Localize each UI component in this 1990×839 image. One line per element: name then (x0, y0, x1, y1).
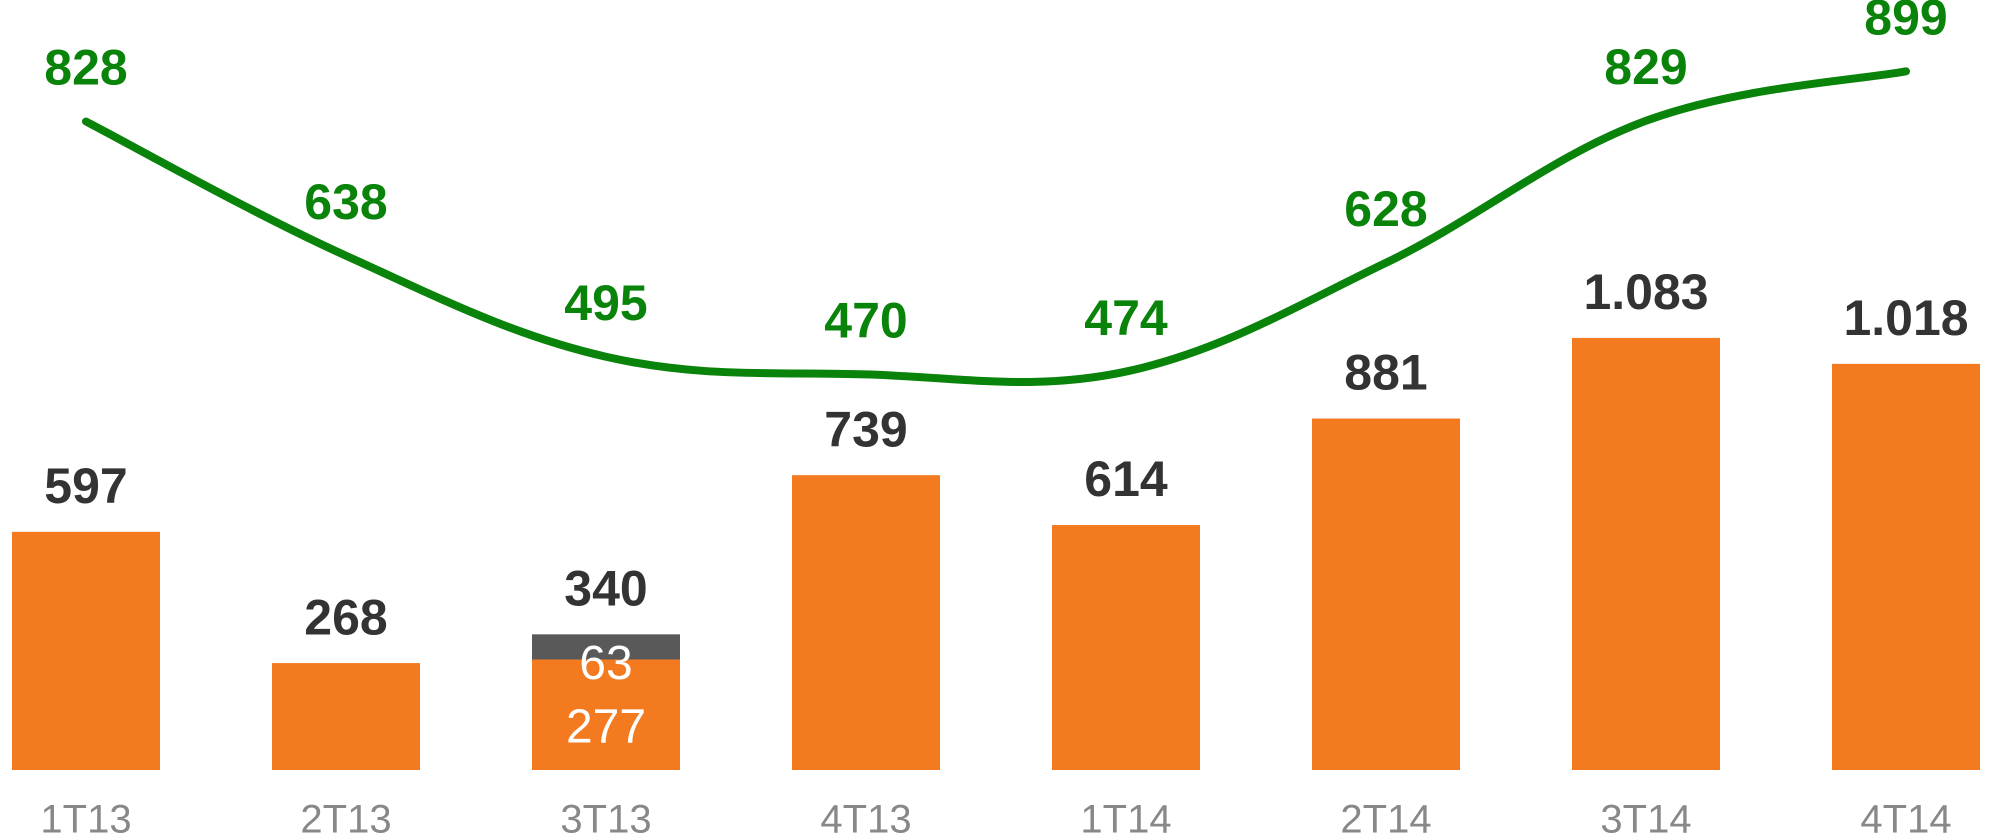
bar-value-label: 739 (824, 401, 907, 457)
bar (1832, 363, 1980, 770)
bar-total-label: 340 (564, 561, 647, 617)
line-value-label: 638 (304, 174, 387, 230)
bar-value-label: 268 (304, 589, 387, 645)
bar (1312, 418, 1460, 770)
bar (532, 659, 680, 770)
bar (272, 663, 420, 770)
line-value-label: 474 (1084, 290, 1168, 346)
bar-value-label: 614 (1084, 451, 1168, 507)
bar-value-label: 1.083 (1583, 264, 1708, 320)
line (82, 67, 1910, 387)
bar (1052, 525, 1200, 770)
bar-inner-label: 63 (579, 637, 632, 690)
line-value-label: 828 (44, 40, 127, 96)
bar (12, 531, 160, 770)
x-tick-label: 1T13 (40, 798, 131, 839)
x-tick-label: 2T14 (1340, 798, 1431, 839)
bar (792, 475, 940, 770)
bar-value-label: 1.018 (1843, 290, 1968, 346)
line-value-label: 495 (564, 275, 647, 331)
x-tick-label: 2T13 (300, 798, 391, 839)
bar (532, 634, 680, 660)
bar-value-label: 597 (44, 458, 127, 514)
bar-value-label: 881 (1344, 345, 1427, 401)
x-tick-label: 3T14 (1600, 798, 1691, 839)
bar (1572, 337, 1720, 770)
x-tick-label: 4T14 (1860, 798, 1951, 839)
line-value-label: 899 (1864, 0, 1947, 46)
x-tick-label: 1T14 (1080, 798, 1171, 839)
x-tick-label: 4T13 (820, 798, 911, 839)
line-value-label: 470 (824, 293, 907, 349)
line-value-label: 829 (1604, 39, 1687, 95)
line-value-label: 628 (1344, 181, 1427, 237)
x-tick-label: 3T13 (560, 798, 651, 839)
bar-inner-label: 277 (566, 701, 646, 754)
